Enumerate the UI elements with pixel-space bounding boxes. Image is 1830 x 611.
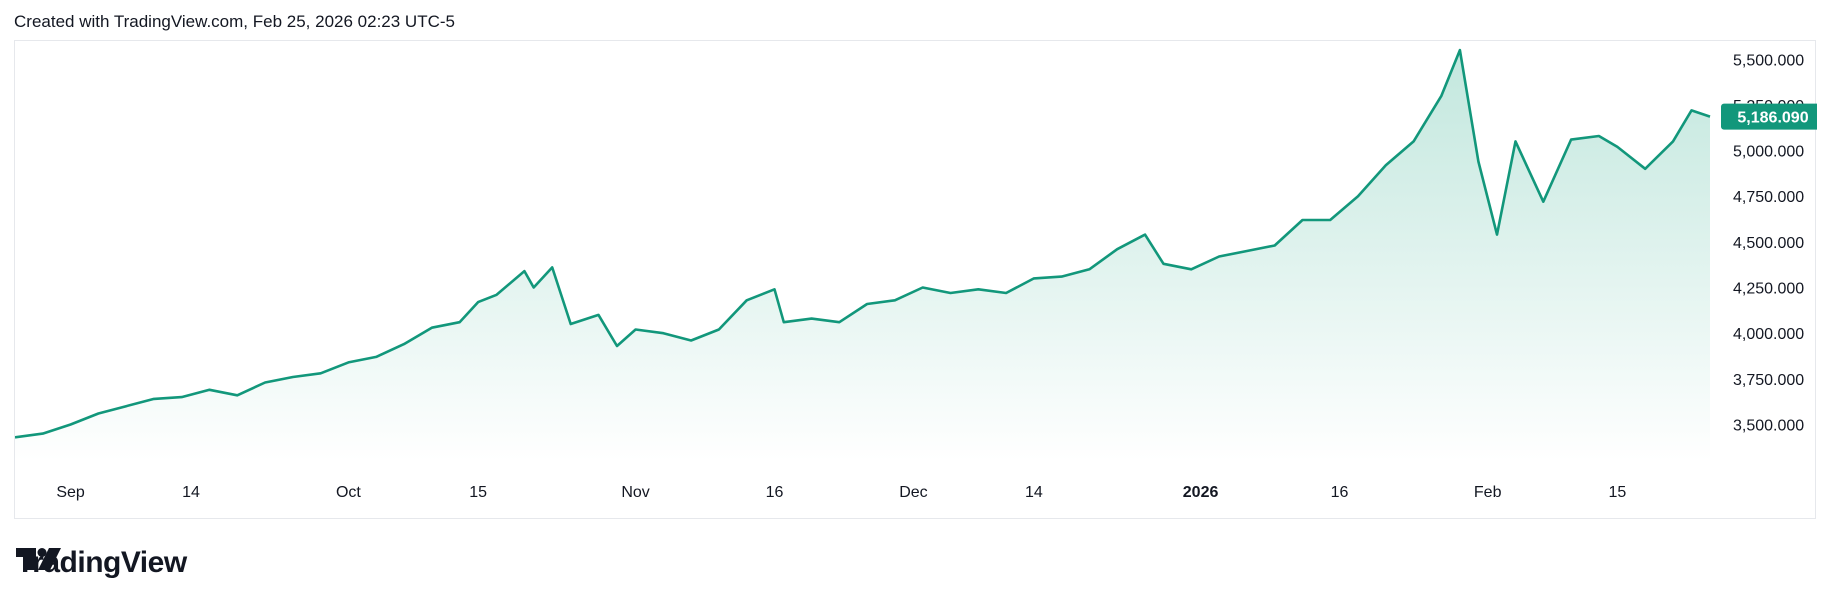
- x-axis-tick-label: 15: [469, 484, 487, 501]
- chart-header: Created with TradingView.com, Feb 25, 20…: [14, 12, 455, 31]
- y-axis-tick-label: 5,000.000: [1733, 144, 1804, 161]
- last-price-label: 5,186.090: [1737, 110, 1808, 127]
- price-chart[interactable]: 5,500.0005,250.0005,000.0004,750.0004,50…: [15, 41, 1817, 520]
- x-axis-tick-label: Sep: [56, 484, 85, 501]
- x-axis-tick-label: Feb: [1474, 484, 1502, 501]
- x-axis-tick-label: Oct: [336, 484, 361, 501]
- x-axis-tick-label: Dec: [899, 484, 927, 501]
- y-axis-tick-label: 4,500.000: [1733, 235, 1804, 252]
- x-axis-tick-label: 14: [182, 484, 200, 501]
- price-area-fill: [15, 50, 1710, 461]
- x-axis-tick-label: 16: [1331, 484, 1349, 501]
- x-axis-tick-label: Nov: [621, 484, 649, 501]
- y-axis-tick-label: 5,500.000: [1733, 52, 1804, 69]
- price-line: [15, 48, 1711, 439]
- chart-panel[interactable]: 5,500.0005,250.0005,000.0004,750.0004,50…: [14, 40, 1817, 520]
- x-axis-tick-label: 15: [1608, 484, 1626, 501]
- x-axis-tick-label: 2026: [1183, 484, 1219, 501]
- y-axis-tick-label: 3,750.000: [1733, 372, 1804, 389]
- tradingview-logo-icon: [16, 548, 61, 570]
- y-axis-tick-label: 3,500.000: [1733, 417, 1804, 434]
- y-axis-tick-label: 4,000.000: [1733, 326, 1804, 343]
- y-axis-tick-label: 4,750.000: [1733, 189, 1804, 206]
- last-price-badge: [1721, 103, 1817, 130]
- y-axis-tick-label: 4,250.000: [1733, 281, 1804, 298]
- tradingview-brand[interactable]: TradingView: [16, 546, 187, 580]
- x-axis-tick-label: 14: [1025, 484, 1043, 501]
- x-axis-tick-label: 16: [766, 484, 784, 501]
